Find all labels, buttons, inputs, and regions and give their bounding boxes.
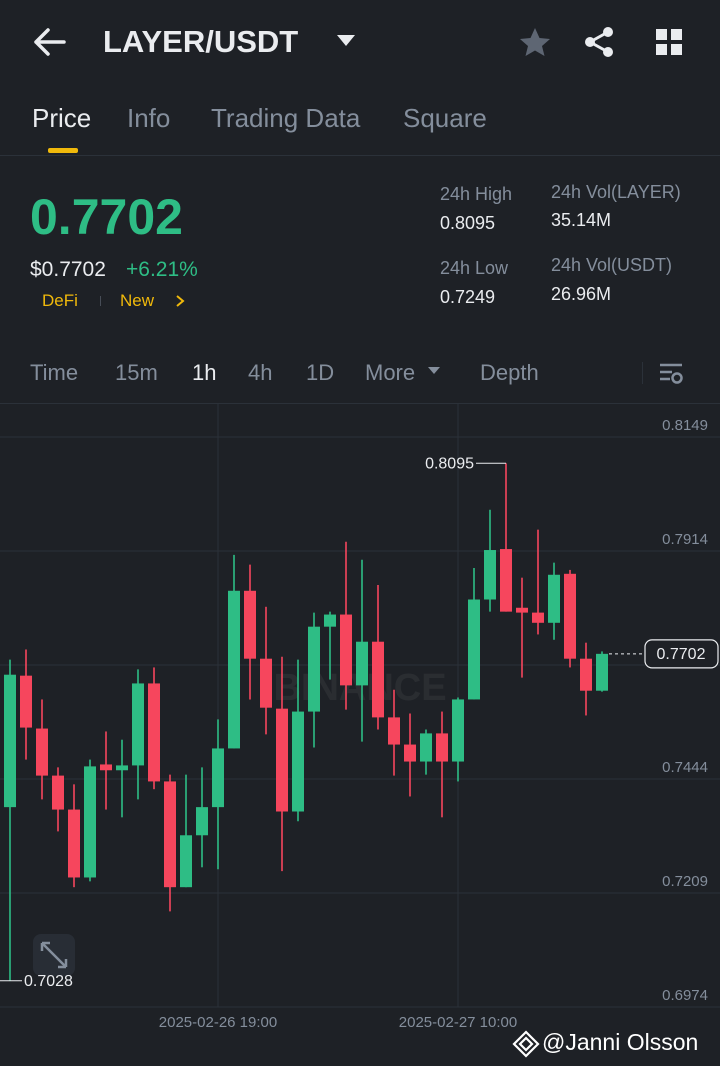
candle-body (116, 765, 128, 771)
y-tick-label: 0.7209 (662, 873, 708, 890)
candle-body (148, 683, 160, 782)
x-tick-label: 2025-02-27 10:00 (399, 1014, 517, 1031)
candle-body (436, 733, 448, 762)
candle-body (36, 728, 48, 776)
y-tick-label: 0.6974 (662, 987, 708, 1004)
chart: 0.69740.72090.74440.76790.79140.81492025… (0, 404, 720, 1031)
interval[interactable]: 15m (115, 360, 158, 385)
y-tick-label: 0.7914 (662, 531, 708, 548)
x-tick-label: 2025-02-26 19:00 (159, 1014, 277, 1031)
candle-body (212, 748, 224, 808)
stat-label: 24h Vol(LAYER) (551, 182, 681, 202)
candle-body (260, 658, 272, 708)
tag-separator (100, 296, 101, 306)
candle-body (420, 733, 432, 762)
divider (0, 155, 720, 156)
candle-body (564, 573, 576, 659)
candle-body (372, 641, 384, 718)
interval[interactable]: Time (30, 360, 79, 385)
watermark: @Janni Olsson (542, 1029, 699, 1055)
tag[interactable]: DeFi (42, 291, 78, 310)
candle-body (4, 674, 16, 808)
candle-body (484, 550, 496, 600)
low-label: 0.7028 (24, 973, 73, 990)
back-icon[interactable] (32, 26, 68, 58)
candle-body (388, 717, 400, 745)
settings-icon[interactable] (658, 362, 684, 386)
menu-icon[interactable] (655, 28, 683, 56)
interval[interactable]: 1h (192, 360, 217, 385)
chevron-icon (176, 295, 185, 307)
candle-body (580, 658, 592, 691)
stat-value: 26.96M (551, 284, 612, 304)
candle-body (516, 607, 528, 613)
interval[interactable]: 4h (248, 360, 273, 385)
candle-body (276, 708, 288, 812)
candle-body (228, 590, 240, 749)
candle-body (340, 614, 352, 686)
candle-body (356, 641, 368, 686)
candle-body (84, 766, 96, 878)
candle-body (292, 711, 304, 812)
y-tick-label: 0.7444 (662, 759, 708, 776)
stat-label: 24h Vol(USDT) (551, 255, 673, 275)
divider (0, 403, 720, 404)
candle-body (532, 612, 544, 623)
candle-body (308, 626, 320, 712)
divider (642, 362, 643, 384)
tab[interactable]: Price (32, 103, 92, 133)
interval[interactable]: 1D (306, 360, 335, 385)
tag[interactable]: New (120, 291, 155, 310)
expand-icon (40, 941, 68, 969)
binance-icon (512, 1030, 540, 1058)
candle-body (68, 809, 80, 878)
stat-label: 24h High (440, 184, 513, 204)
stat-value: 0.7249 (440, 287, 496, 307)
candle-body (132, 683, 144, 766)
stat-value: 35.14M (551, 210, 612, 230)
pair-title[interactable]: LAYER/USDT (103, 24, 299, 59)
dropdown-icon (428, 367, 440, 374)
share-icon[interactable] (583, 26, 617, 58)
high-label: 0.8095 (425, 455, 474, 472)
price-change: +6.21% (126, 258, 198, 281)
candle-body (452, 699, 464, 762)
candle-body (164, 781, 176, 888)
tab[interactable]: Square (403, 103, 487, 133)
interval[interactable]: More (365, 360, 416, 385)
star-icon[interactable] (518, 26, 552, 58)
tab[interactable]: Trading Data (211, 103, 361, 133)
tab-indicator (48, 148, 78, 153)
candle-body (196, 807, 208, 836)
candle-body (20, 675, 32, 728)
candle-body (52, 775, 64, 810)
y-tick-label: 0.8149 (662, 417, 708, 434)
candle-body (180, 835, 192, 888)
usd-price: $0.7702 (30, 258, 106, 281)
last-price: 0.7702 (30, 189, 183, 245)
dropdown-icon[interactable] (336, 34, 356, 48)
candle-body (100, 764, 112, 771)
last-price-tag (644, 639, 719, 669)
candle-body (468, 599, 480, 700)
interval[interactable]: Depth (480, 360, 539, 385)
candle-body (244, 590, 256, 659)
tab[interactable]: Info (127, 103, 171, 133)
candle-body (596, 653, 608, 691)
candle-body (500, 549, 512, 612)
candle-body (404, 744, 416, 762)
stat-value: 0.8095 (440, 213, 496, 233)
last-price-label: 0.7702 (657, 646, 706, 663)
stat-label: 24h Low (440, 258, 509, 278)
candle-body (548, 574, 560, 623)
candle-body (324, 614, 336, 627)
